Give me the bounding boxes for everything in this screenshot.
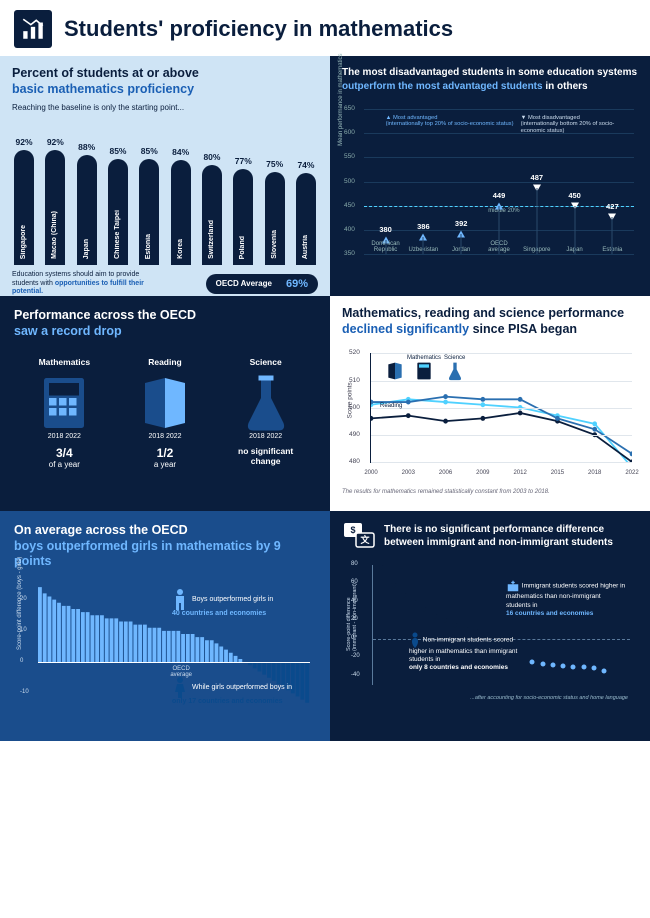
- panel-boys-girls: On average across the OECD boys outperfo…: [0, 511, 330, 741]
- p1-bars: 92%Singapore 92%Macao (China) 88%Japan 85%C…: [12, 120, 318, 265]
- bar-poland: 77%Poland: [231, 156, 255, 265]
- p3-cols: Mathematics2018 20223/4of a yearReading2…: [14, 357, 316, 469]
- infographic: Students' proficiency in mathematics Per…: [0, 0, 650, 918]
- p5-title: On average across the OECD boys outperfo…: [14, 523, 316, 570]
- bar-chart-icon: [14, 10, 52, 48]
- p3-col-2: Science2018 2022no significantchange: [221, 357, 311, 469]
- p2-chart: Mean performance in mathematics 35040045…: [342, 101, 638, 276]
- svg-text:$: $: [350, 525, 355, 535]
- p1-title-em: basic mathematics proficiency: [12, 82, 194, 96]
- panel-immigrant: $文 There is no significant performance d…: [330, 511, 650, 741]
- p1-footer-text: Education systems should aim to provide …: [12, 271, 162, 296]
- row-2: Performance across the OECD saw a record…: [0, 296, 650, 511]
- p5-axis: -1001020Boys outperformed girls in40 cou…: [38, 584, 310, 709]
- p1-footer: Education systems should aim to provide …: [12, 271, 318, 296]
- row-3: On average across the OECD boys outperfo…: [0, 511, 650, 741]
- p4-chart: Score points 480490500510520200020032006…: [342, 345, 638, 485]
- panel-basic-proficiency: Percent of students at or above basic ma…: [0, 56, 330, 296]
- translate-icon: $文: [344, 523, 376, 551]
- p1-title: Percent of students at or above basic ma…: [12, 66, 318, 97]
- header: Students' proficiency in mathematics: [0, 0, 650, 56]
- p1-title-pre: Percent of students at or above: [12, 66, 199, 80]
- row-1: Percent of students at or above basic ma…: [0, 56, 650, 296]
- panel-decline-since-pisa: Mathematics, reading and science perform…: [330, 296, 650, 511]
- p2-title: The most disadvantaged students in some …: [342, 66, 638, 93]
- bar-austria: 74%Austria: [294, 160, 318, 266]
- oecd-average-pill: OECD Average 69%: [206, 274, 318, 294]
- p3-title: Performance across the OECD saw a record…: [14, 308, 316, 339]
- p5-chart: Score-point difference (boys - girls) -1…: [14, 580, 316, 715]
- p6-title: There is no significant performance diff…: [384, 523, 636, 549]
- p4-title: Mathematics, reading and science perform…: [342, 306, 638, 337]
- bar-estonia: 85%Estonia: [137, 146, 161, 265]
- p1-subtitle: Reaching the baseline is only the starti…: [12, 103, 318, 112]
- bar-slovenia: 75%Slovenia: [263, 159, 287, 266]
- p6-footer: ...after accounting for socio-economic s…: [470, 695, 628, 701]
- bar-korea: 84%Korea: [169, 147, 193, 265]
- bar-macaochina: 92%Macao (China): [43, 137, 67, 265]
- p6-axis: -40-20020406080 Immigrant students score…: [372, 565, 630, 685]
- bar-japan: 88%Japan: [75, 142, 99, 265]
- p4-ylabel: Score points: [347, 383, 354, 419]
- p3-col-1: Reading2018 20221/2a year: [120, 357, 210, 469]
- p5-ylabel: Score-point difference (boys - girls): [17, 557, 23, 650]
- svg-text:文: 文: [359, 534, 370, 545]
- panel-record-drop: Performance across the OECD saw a record…: [0, 296, 330, 511]
- title: Students' proficiency in mathematics: [64, 16, 453, 42]
- p2-axis: 350400450500550600650middle 20%380Domini…: [364, 109, 634, 254]
- p6-head: $文 There is no significant performance d…: [344, 523, 636, 551]
- panel-advantaged-disadvantaged: The most disadvantaged students in some …: [330, 56, 650, 296]
- p4-footer: The results for mathematics remained sta…: [342, 489, 638, 495]
- bar-singapore: 92%Singapore: [12, 137, 36, 265]
- p3-col-0: Mathematics2018 20223/4of a year: [19, 357, 109, 469]
- bar-switzerland: 80%Switzerland: [200, 152, 224, 265]
- bar-chinesetaipei: 85%Chinese Taipei: [106, 146, 130, 265]
- p6-chart: Score-point difference (immigrant - non-…: [344, 561, 636, 701]
